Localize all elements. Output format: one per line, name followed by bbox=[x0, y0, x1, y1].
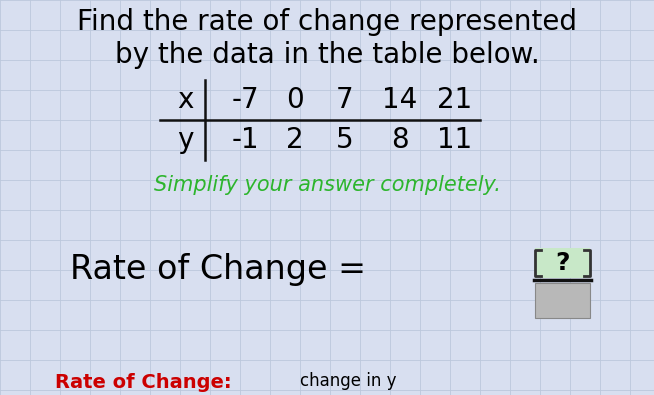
Text: change in y: change in y bbox=[300, 372, 396, 390]
FancyBboxPatch shape bbox=[535, 248, 590, 278]
Text: Rate of Change =: Rate of Change = bbox=[70, 254, 377, 286]
Text: -7: -7 bbox=[231, 86, 259, 114]
Text: 2: 2 bbox=[286, 126, 304, 154]
Text: Rate of Change:: Rate of Change: bbox=[55, 372, 232, 391]
Text: 21: 21 bbox=[438, 86, 473, 114]
Text: ?: ? bbox=[555, 251, 570, 275]
FancyBboxPatch shape bbox=[535, 283, 590, 318]
Text: y: y bbox=[177, 126, 193, 154]
Text: 14: 14 bbox=[383, 86, 418, 114]
Text: 7: 7 bbox=[336, 86, 354, 114]
Text: 8: 8 bbox=[391, 126, 409, 154]
Text: 0: 0 bbox=[286, 86, 304, 114]
Text: Find the rate of change represented: Find the rate of change represented bbox=[77, 8, 577, 36]
Text: 5: 5 bbox=[336, 126, 354, 154]
Text: -1: -1 bbox=[231, 126, 259, 154]
Text: x: x bbox=[177, 86, 193, 114]
Text: Simplify your answer completely.: Simplify your answer completely. bbox=[154, 175, 500, 195]
Text: 11: 11 bbox=[438, 126, 473, 154]
Text: by the data in the table below.: by the data in the table below. bbox=[114, 41, 540, 69]
